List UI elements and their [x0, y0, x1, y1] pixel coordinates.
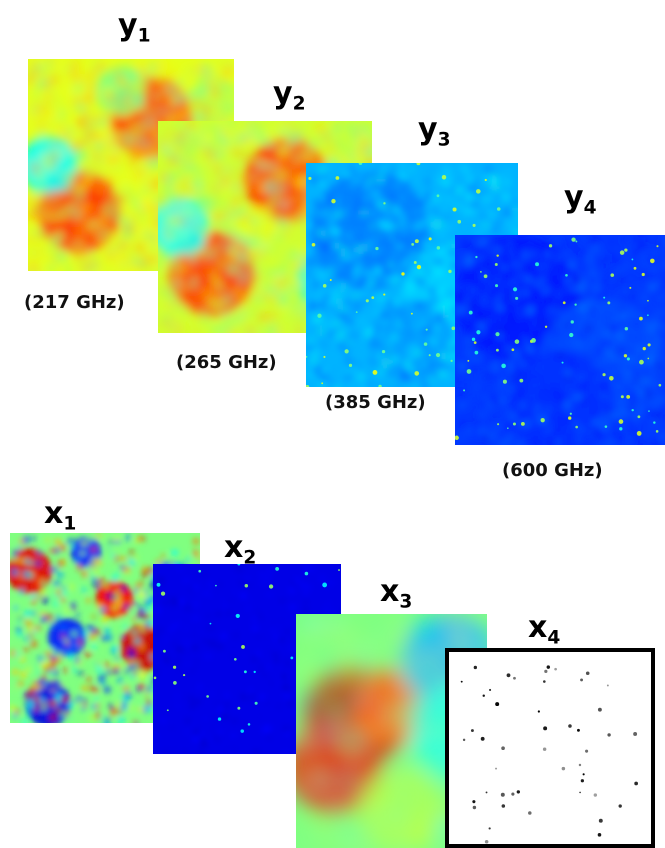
frequency-label-y2: (265 GHz): [176, 352, 277, 373]
map-y1: [28, 59, 234, 271]
frequency-label-y1: (217 GHz): [24, 292, 125, 313]
map-y4: [455, 235, 665, 445]
label-x3: x3: [380, 574, 413, 613]
label-x4: x4: [528, 610, 561, 649]
frequency-label-y4: (600 GHz): [502, 460, 603, 481]
map-x4: [445, 648, 655, 848]
label-x1: x1: [44, 496, 77, 535]
label-x2: x2: [224, 530, 257, 569]
label-y1: y1: [118, 8, 151, 47]
frequency-label-y3: (385 GHz): [325, 392, 426, 413]
label-y3: y3: [418, 112, 451, 151]
label-y2: y2: [273, 76, 306, 115]
label-y4: y4: [564, 180, 597, 219]
